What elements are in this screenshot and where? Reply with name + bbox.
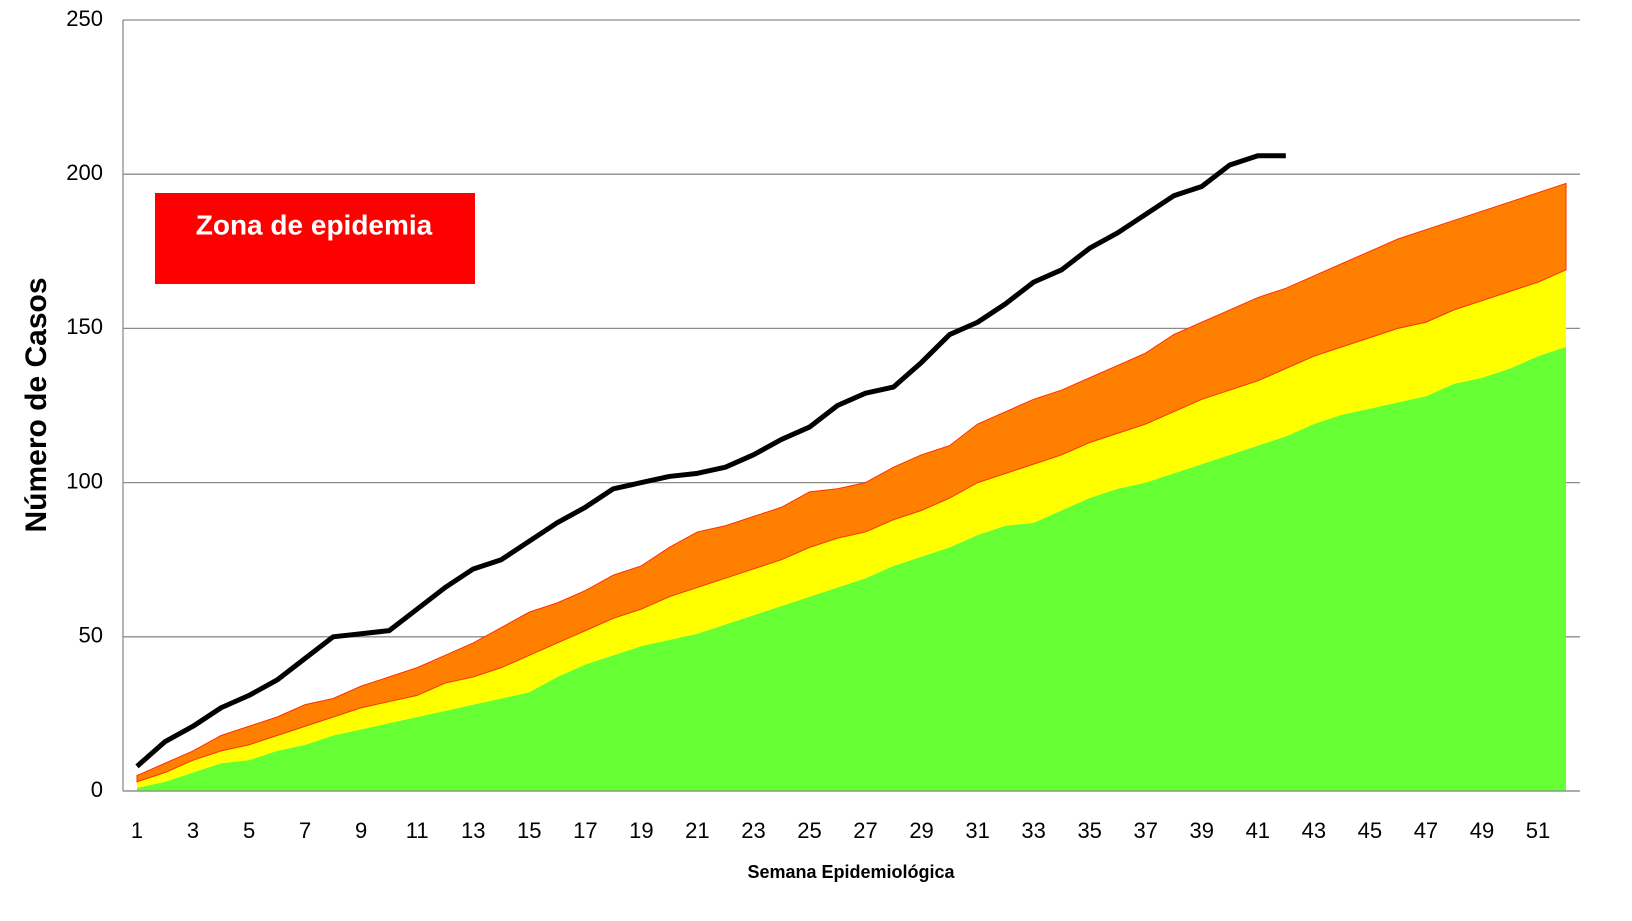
annotation: Zona de epidemia xyxy=(196,209,433,240)
area xyxy=(137,269,1567,788)
x-tick-label: 3 xyxy=(187,818,199,843)
y-tick-label: 150 xyxy=(66,314,103,339)
x-axis-label: Semana Epidemiológica xyxy=(747,862,955,882)
x-tick-label: 31 xyxy=(965,818,989,843)
x-tick-label: 45 xyxy=(1358,818,1382,843)
x-tick-label: 51 xyxy=(1526,818,1550,843)
y-tick-label: 50 xyxy=(79,623,103,648)
x-tick-label: 15 xyxy=(517,818,541,843)
y-tick-label: 250 xyxy=(66,6,103,31)
y-tick-label: 0 xyxy=(91,777,103,802)
x-tick-label: 49 xyxy=(1470,818,1494,843)
x-tick-label: 43 xyxy=(1302,818,1326,843)
line xyxy=(135,153,1286,769)
x-tick-label: 23 xyxy=(741,818,765,843)
x-tick-label: 29 xyxy=(909,818,933,843)
x-tick-label: 25 xyxy=(797,818,821,843)
x-tick-label: 1 xyxy=(131,818,143,843)
x-tick-label: 5 xyxy=(243,818,255,843)
x-tick-label: 47 xyxy=(1414,818,1438,843)
x-tick-label: 39 xyxy=(1190,818,1214,843)
area xyxy=(137,346,1567,791)
x-tick-label: 11 xyxy=(406,818,429,843)
y-tick-label: 200 xyxy=(66,160,103,185)
x-tick-label: 35 xyxy=(1077,818,1101,843)
x-tick-label: 19 xyxy=(629,818,653,843)
x-tick-label: 9 xyxy=(355,818,367,843)
x-tick-label: 21 xyxy=(685,818,709,843)
x-tick-label: 27 xyxy=(853,818,877,843)
x-tick-label: 13 xyxy=(461,818,485,843)
x-tick-label: 33 xyxy=(1021,818,1045,843)
y-axis-label: Número de Casos xyxy=(20,277,53,532)
y-tick-label: 100 xyxy=(66,468,103,493)
x-tick-label: 41 xyxy=(1246,818,1270,843)
x-tick-label: 7 xyxy=(299,818,311,843)
x-tick-label: 17 xyxy=(573,818,597,843)
annotation-box xyxy=(155,193,475,284)
area xyxy=(136,182,1567,783)
x-tick-label: 37 xyxy=(1133,818,1157,843)
